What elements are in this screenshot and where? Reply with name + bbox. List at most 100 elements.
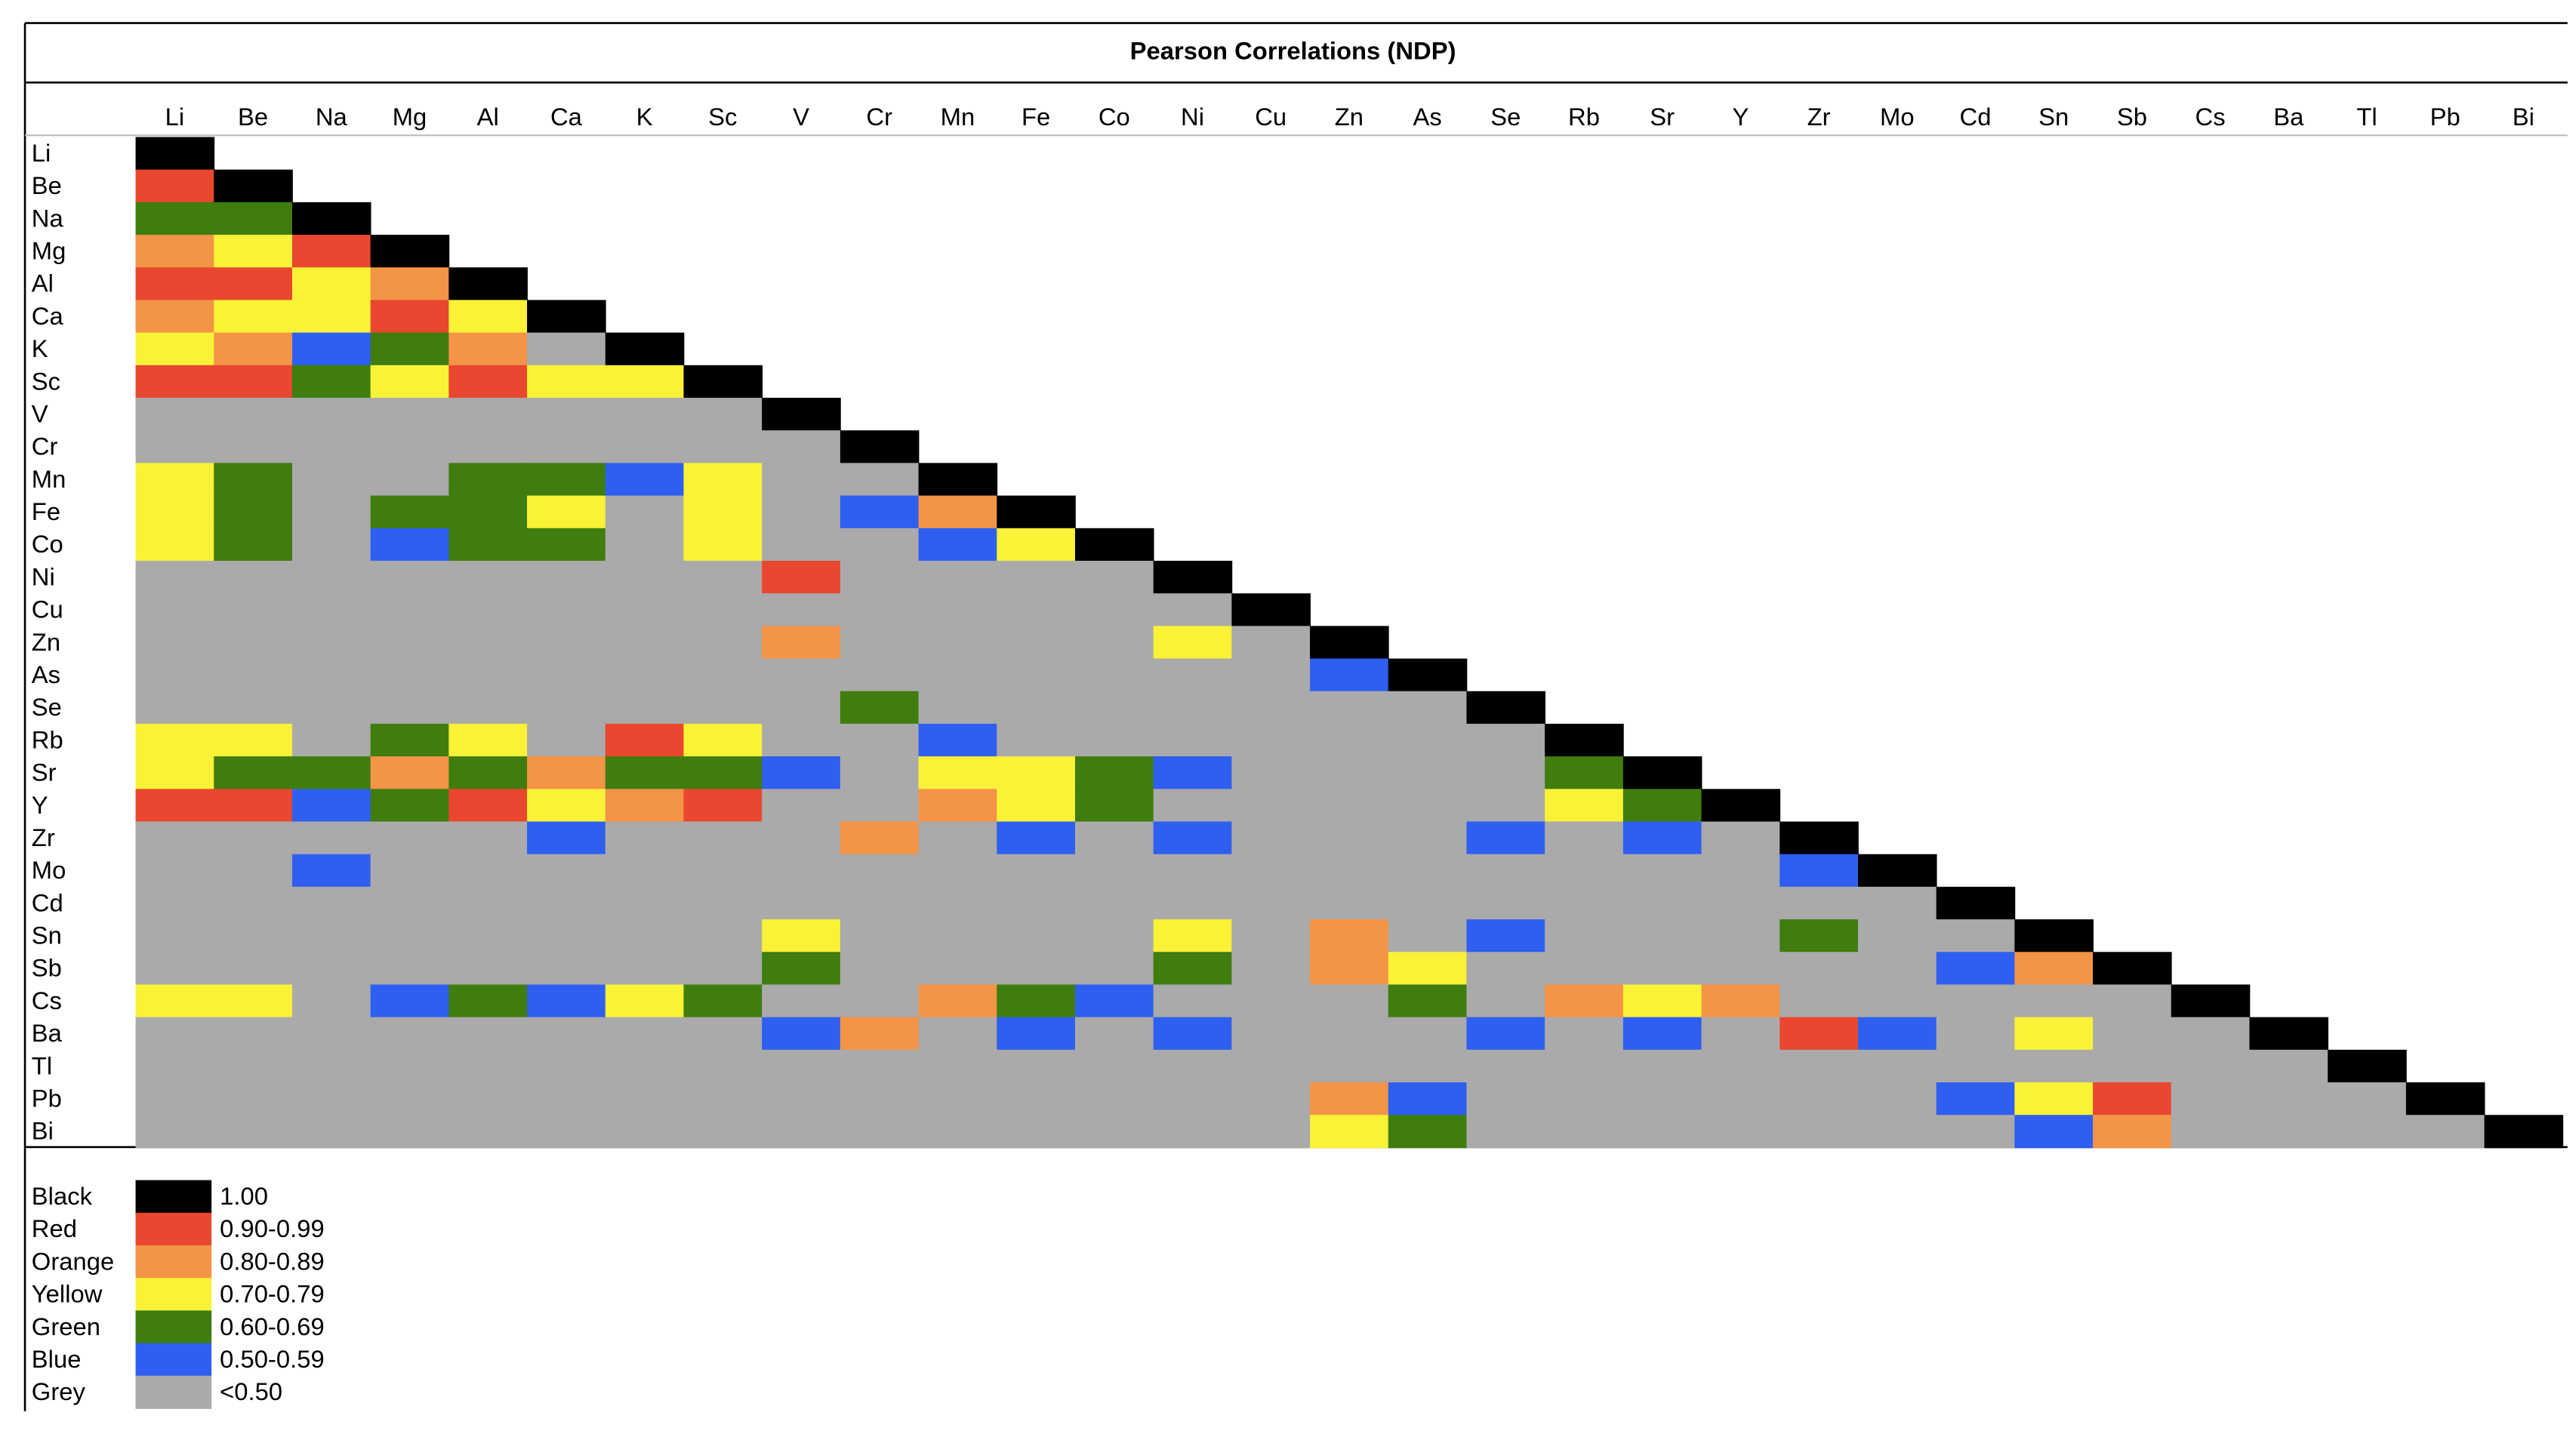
correlation-cell	[448, 463, 528, 497]
table-title: Pearson Correlations (NDP)	[1130, 37, 1456, 65]
correlation-cell	[1388, 756, 1468, 790]
correlation-cell	[997, 952, 1076, 986]
row-header: Tl	[32, 1051, 52, 1079]
correlation-cell	[214, 821, 293, 855]
row-header: Y	[32, 791, 48, 819]
row-header: Se	[32, 693, 62, 721]
correlation-cell	[291, 528, 371, 562]
legend-range: 0.50-0.59	[220, 1345, 325, 1373]
correlation-cell	[1545, 1017, 1624, 1051]
correlation-cell	[1310, 919, 1389, 953]
legend-range: <0.50	[220, 1377, 282, 1405]
correlation-cell	[683, 528, 763, 562]
correlation-cell	[370, 919, 450, 953]
correlation-cell	[1545, 723, 1624, 757]
legend-name: Orange	[32, 1247, 114, 1275]
correlation-cell	[527, 495, 606, 529]
correlation-cell	[1779, 886, 1859, 920]
correlation-cell	[1936, 1082, 2016, 1116]
correlation-cell	[214, 463, 293, 497]
correlation-cell	[840, 1017, 920, 1051]
correlation-cell	[448, 398, 528, 432]
correlation-cell	[997, 854, 1076, 888]
correlation-cell	[1074, 886, 1154, 920]
correlation-cell	[762, 495, 841, 529]
correlation-cell	[527, 886, 606, 920]
correlation-cell	[291, 691, 371, 725]
correlation-cell	[1622, 789, 1702, 823]
correlation-cell	[527, 1115, 606, 1149]
correlation-cell	[1310, 854, 1389, 888]
correlation-cell	[291, 398, 371, 432]
correlation-cell	[291, 495, 371, 529]
correlation-cell	[2093, 952, 2172, 986]
correlation-cell	[135, 300, 215, 334]
correlation-cell	[1545, 821, 1624, 855]
correlation-cell	[370, 495, 450, 529]
column-header: V	[793, 103, 809, 131]
correlation-cell	[997, 691, 1076, 725]
correlation-cell	[448, 789, 528, 823]
correlation-cell	[1779, 1049, 1859, 1083]
correlation-cell	[1310, 658, 1389, 692]
correlation-cell	[135, 332, 215, 366]
correlation-cell	[1153, 723, 1233, 757]
correlation-cell	[135, 626, 215, 660]
correlation-cell	[291, 1017, 371, 1051]
correlation-cell	[2171, 1049, 2251, 1083]
correlation-cell	[918, 528, 998, 562]
correlation-cell	[1153, 658, 1233, 692]
correlation-cell	[527, 723, 606, 757]
correlation-cell	[1857, 919, 1937, 953]
column-header: Rb	[1568, 103, 1600, 131]
correlation-cell	[1153, 886, 1233, 920]
correlation-cell	[370, 398, 450, 432]
correlation-cell	[605, 528, 685, 562]
correlation-cell	[291, 593, 371, 627]
correlation-cell	[2014, 1049, 2094, 1083]
correlation-cell	[370, 528, 450, 562]
correlation-cell	[1074, 1049, 1154, 1083]
correlation-cell	[214, 1082, 293, 1116]
correlation-cell	[997, 886, 1076, 920]
correlation-cell	[762, 1049, 841, 1083]
correlation-cell	[1310, 1049, 1389, 1083]
correlation-cell	[1388, 821, 1468, 855]
correlation-cell	[370, 332, 450, 366]
correlation-cell	[1153, 593, 1233, 627]
correlation-cell	[2171, 1082, 2251, 1116]
correlation-cell	[1388, 919, 1468, 953]
row-header: Cd	[32, 888, 63, 916]
correlation-cell	[997, 1049, 1076, 1083]
row-header: Sc	[32, 367, 60, 395]
correlation-cell	[2093, 1115, 2172, 1149]
correlation-cell	[291, 626, 371, 660]
correlation-cell	[1153, 1082, 1233, 1116]
column-header: Sb	[2117, 103, 2147, 131]
correlation-cell	[448, 560, 528, 595]
correlation-cell	[840, 919, 920, 953]
correlation-cell	[135, 202, 215, 235]
correlation-cell	[135, 952, 215, 986]
correlation-cell	[918, 691, 998, 725]
legend-swatch	[135, 1180, 212, 1214]
row-header: Be	[32, 171, 62, 199]
correlation-cell	[1231, 789, 1311, 823]
correlation-cell	[997, 560, 1076, 595]
correlation-cell	[1701, 1115, 1781, 1149]
row-header: Ni	[32, 562, 55, 590]
column-header: Zn	[1335, 103, 1363, 131]
correlation-cell	[135, 691, 215, 725]
correlation-cell	[1466, 919, 1546, 953]
correlation-cell	[527, 952, 606, 986]
correlation-cell	[135, 430, 215, 464]
correlation-cell	[1388, 691, 1468, 725]
correlation-cell	[448, 1049, 528, 1083]
correlation-cell	[1701, 1017, 1781, 1051]
row-header: Cs	[32, 986, 62, 1014]
correlation-cell	[527, 430, 606, 464]
correlation-cell	[135, 398, 215, 432]
correlation-cell	[762, 626, 841, 660]
correlation-cell	[214, 626, 293, 660]
correlation-cell	[997, 756, 1076, 790]
